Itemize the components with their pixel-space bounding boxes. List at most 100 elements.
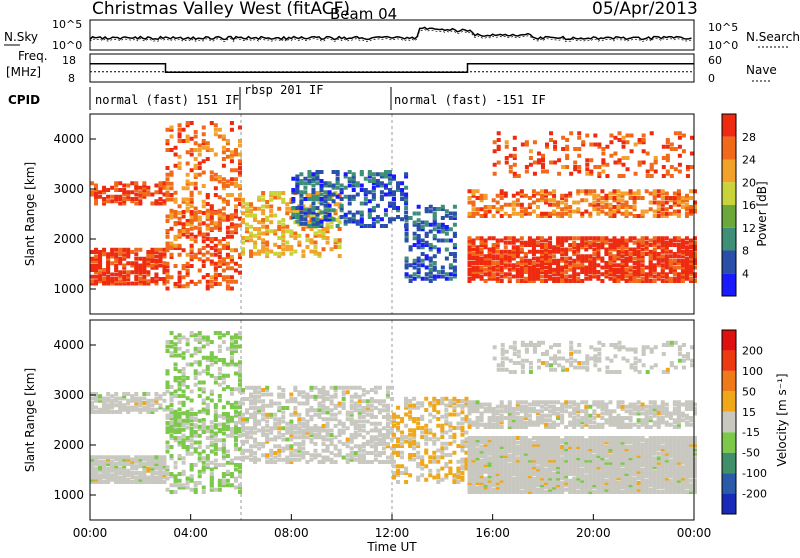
range-cell	[346, 458, 350, 462]
range-cell	[214, 177, 218, 181]
range-cell	[218, 282, 222, 286]
range-cell	[634, 143, 638, 147]
range-cell	[685, 203, 689, 207]
range-cell	[249, 250, 253, 254]
range-cell	[186, 228, 190, 232]
range-cell	[492, 488, 496, 492]
range-cell	[637, 279, 641, 283]
range-cell	[265, 429, 269, 433]
range-cell	[362, 429, 366, 433]
range-cell	[508, 250, 512, 254]
range-cell	[626, 140, 630, 144]
range-cell	[334, 245, 338, 249]
range-cell	[548, 212, 552, 216]
range-cell	[269, 413, 273, 417]
range-cell	[404, 435, 408, 439]
range-cell	[261, 417, 265, 421]
range-cell	[162, 455, 166, 459]
range-cell	[305, 393, 309, 397]
range-cell	[114, 462, 118, 466]
range-cell	[166, 191, 170, 195]
range-cell	[436, 417, 440, 421]
range-cell	[324, 215, 328, 219]
range-cell	[230, 342, 234, 346]
range-cell	[417, 245, 421, 249]
range-cell	[226, 155, 230, 159]
range-cell	[241, 241, 245, 245]
range-cell	[194, 186, 198, 190]
range-cell	[417, 212, 421, 216]
range-cell	[604, 270, 608, 274]
range-cell	[134, 257, 138, 261]
range-cell	[372, 222, 376, 226]
range-cell	[468, 436, 472, 440]
range-cell	[118, 188, 122, 192]
range-cell	[202, 159, 206, 163]
range-cell	[665, 272, 669, 276]
range-cell	[452, 473, 456, 477]
range-cell	[654, 170, 658, 174]
range-cell	[600, 210, 604, 214]
range-cell	[265, 453, 269, 457]
range-cell	[142, 406, 146, 410]
range-cell	[681, 239, 685, 243]
range-cell	[330, 386, 334, 390]
range-cell	[440, 424, 444, 428]
range-cell	[576, 243, 580, 247]
range-cell	[605, 145, 609, 149]
range-cell	[396, 464, 400, 468]
range-cell	[299, 215, 303, 219]
range-cell	[382, 408, 386, 412]
range-cell	[665, 192, 669, 196]
range-cell	[174, 376, 178, 380]
range-cell	[178, 128, 182, 132]
range-cell	[90, 250, 94, 254]
range-cell	[386, 404, 390, 408]
range-cell	[404, 413, 408, 417]
range-cell	[520, 490, 524, 494]
range-cell	[313, 442, 317, 446]
range-cell	[529, 156, 533, 160]
range-cell	[178, 394, 182, 398]
range-cell	[360, 211, 364, 215]
range-cell	[440, 435, 444, 439]
range-cell	[669, 259, 673, 263]
range-cell	[376, 204, 380, 208]
range-cell	[146, 399, 150, 403]
range-cell	[524, 252, 528, 256]
range-cell	[372, 186, 376, 190]
range-cell	[110, 199, 114, 203]
range-cell	[230, 213, 234, 217]
range-cell	[218, 331, 222, 335]
range-cell	[98, 195, 102, 199]
range-cell	[198, 425, 202, 429]
range-cell	[257, 399, 261, 403]
range-cell	[677, 210, 681, 214]
range-cell	[669, 254, 673, 258]
range-cell	[633, 257, 637, 261]
range-cell	[277, 236, 281, 240]
range-cell	[130, 181, 134, 185]
range-cell	[449, 212, 453, 216]
range-cell	[433, 234, 437, 238]
range-cell	[588, 236, 592, 240]
range-cell	[106, 403, 110, 407]
range-cell	[552, 210, 556, 214]
range-cell	[190, 399, 194, 403]
range-cell	[174, 430, 178, 434]
range-cell	[226, 401, 230, 405]
range-cell	[110, 410, 114, 414]
range-cell	[500, 266, 504, 270]
range-cell	[380, 195, 384, 199]
range-cell	[241, 397, 245, 401]
range-cell	[194, 463, 198, 467]
range-cell	[653, 248, 657, 252]
range-cell	[218, 345, 222, 349]
range-cell	[214, 253, 218, 257]
noise-ytick-left-top: 10^5	[52, 18, 82, 31]
range-cell	[138, 190, 142, 194]
range-cell	[202, 430, 206, 434]
range-cell	[645, 241, 649, 245]
range-cell	[130, 394, 134, 398]
